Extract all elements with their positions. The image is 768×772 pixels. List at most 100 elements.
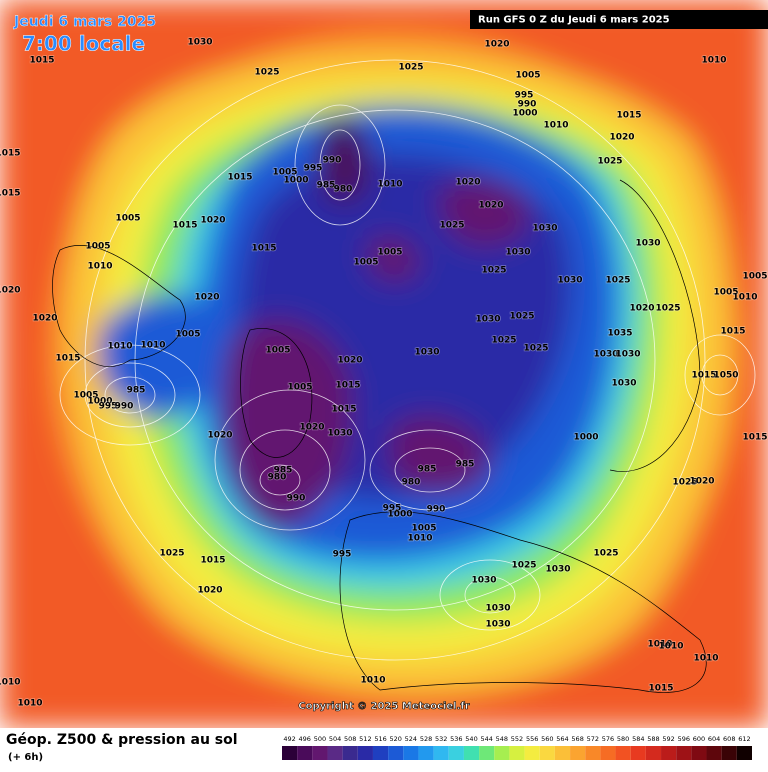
pressure-label: 1020 [197, 586, 222, 596]
pressure-label: 1025 [159, 549, 184, 559]
pressure-label: 1025 [481, 266, 506, 276]
pressure-label: 1030 [471, 576, 496, 586]
pressure-label: 985 [127, 386, 146, 396]
pressure-label: 1035 [607, 329, 632, 339]
footer-lead: (+ 6h) [8, 752, 43, 763]
pressure-label: 1010 [17, 699, 42, 709]
colorbar-cell [342, 746, 358, 760]
colorbar-label: 604 [708, 735, 720, 743]
colorbar-cell [418, 746, 434, 760]
pressure-label: 995 [383, 504, 402, 514]
coastlines [52, 179, 707, 693]
colorbar-cell [676, 746, 692, 760]
colorbar-cell [645, 746, 662, 760]
colorbar-cell [736, 746, 752, 760]
colorbar-label: 520 [389, 735, 401, 743]
colorbar-label: 560 [541, 735, 553, 743]
pressure-label: 1015 [335, 381, 360, 391]
pressure-label: 1025 [439, 221, 464, 231]
pressure-label: 1015 [331, 405, 356, 415]
pressure-label: 1015 [720, 327, 745, 337]
pressure-label: 1030 [557, 276, 582, 286]
pressure-label: 1015 [29, 56, 54, 66]
pressure-label: 1005 [115, 214, 140, 224]
colorbar-label: 536 [450, 735, 462, 743]
pressure-label: 1015 [172, 221, 197, 231]
colorbar-cell [357, 746, 373, 760]
pressure-label: 1010 [107, 342, 132, 352]
colorbar-label: 504 [329, 735, 341, 743]
colorbar-cell [494, 746, 510, 760]
colorbar-cell [479, 746, 495, 760]
colorbar-label: 580 [617, 735, 629, 743]
colorbar-label: 552 [511, 735, 523, 743]
pressure-label: 1030 [485, 620, 510, 630]
colorbar-label: 564 [556, 735, 568, 743]
pressure-label: 1030 [187, 38, 212, 48]
pressure-label: 1015 [0, 189, 21, 199]
pressure-label: 1015 [616, 111, 641, 121]
pressure-label: 1025 [672, 478, 697, 488]
pressure-label: 1025 [605, 276, 630, 286]
pressure-label: 995 [333, 550, 352, 560]
pressure-label: 985 [317, 181, 336, 191]
pressure-label: 1010 [543, 121, 568, 131]
colorbar-cell [615, 746, 631, 760]
pressure-label: 1030 [635, 239, 660, 249]
pressure-label: 1015 [200, 556, 225, 566]
pressure-label: 1005 [175, 330, 200, 340]
colorbar-label: 584 [632, 735, 644, 743]
pressure-label: 1010 [407, 534, 432, 544]
pressure-label: 1020 [207, 431, 232, 441]
colorbar-cell [691, 746, 707, 760]
colorbar: 492 496 500 504 508 512 516 520 524 528 532 536 540 5… [282, 735, 752, 760]
pressure-label: 1015 [0, 149, 21, 159]
pressure-label: 1020 [478, 201, 503, 211]
colorbar-label: 568 [571, 735, 583, 743]
pressure-label: 1020 [0, 286, 21, 296]
pressure-label: 1030 [505, 248, 530, 258]
pressure-label: 1020 [629, 304, 654, 314]
pressure-label: 1025 [398, 63, 423, 73]
colorbar-cell [312, 746, 328, 760]
colorbar-cell [327, 746, 343, 760]
colorbar-label: 544 [480, 735, 492, 743]
colorbar-label: 496 [299, 735, 311, 743]
colorbar-label: 612 [738, 735, 750, 743]
pressure-label: 1020 [194, 293, 219, 303]
pressure-label: 1005 [713, 288, 738, 298]
pressure-label: 1010 [693, 654, 718, 664]
colorbar-label: 528 [420, 735, 432, 743]
pressure-label: 1000 [87, 397, 112, 407]
pressure-label: 1015 [691, 371, 716, 381]
pressure-label: 1010 [140, 341, 165, 351]
map-time: 7:00 locale [22, 32, 145, 56]
pressure-label: 1025 [523, 344, 548, 354]
copyright: Copyright © 2025 Meteociel.fr [298, 701, 469, 712]
pressure-label: 1030 [485, 604, 510, 614]
pressure-label: 1050 [713, 371, 738, 381]
colorbar-label: 492 [283, 735, 295, 743]
colorbar-label: 556 [526, 735, 538, 743]
colorbar-cell [706, 746, 722, 760]
colorbar-cell [463, 746, 480, 760]
colorbar-cell [372, 746, 389, 760]
isobars [59, 59, 756, 661]
colorbar-cell [433, 746, 449, 760]
colorbar-label: 588 [647, 735, 659, 743]
pressure-label: 1030 [475, 315, 500, 325]
pressure-label: 1015 [742, 433, 767, 443]
colorbar-cell [282, 746, 298, 760]
pressure-label: 1005 [353, 258, 378, 268]
colorbar-cell [403, 746, 419, 760]
pressure-label: 1020 [609, 133, 634, 143]
pressure-label: 1030 [545, 565, 570, 575]
colorbar-label: 592 [662, 735, 674, 743]
footer-title: Géop. Z500 & pression au sol [6, 732, 238, 748]
run-info: Run GFS 0 Z du Jeudi 6 mars 2025 [478, 15, 670, 26]
pressure-label: 1025 [593, 549, 618, 559]
pressure-label: 1020 [484, 40, 509, 50]
colorbar-label: 572 [587, 735, 599, 743]
colorbar-label: 540 [465, 735, 477, 743]
